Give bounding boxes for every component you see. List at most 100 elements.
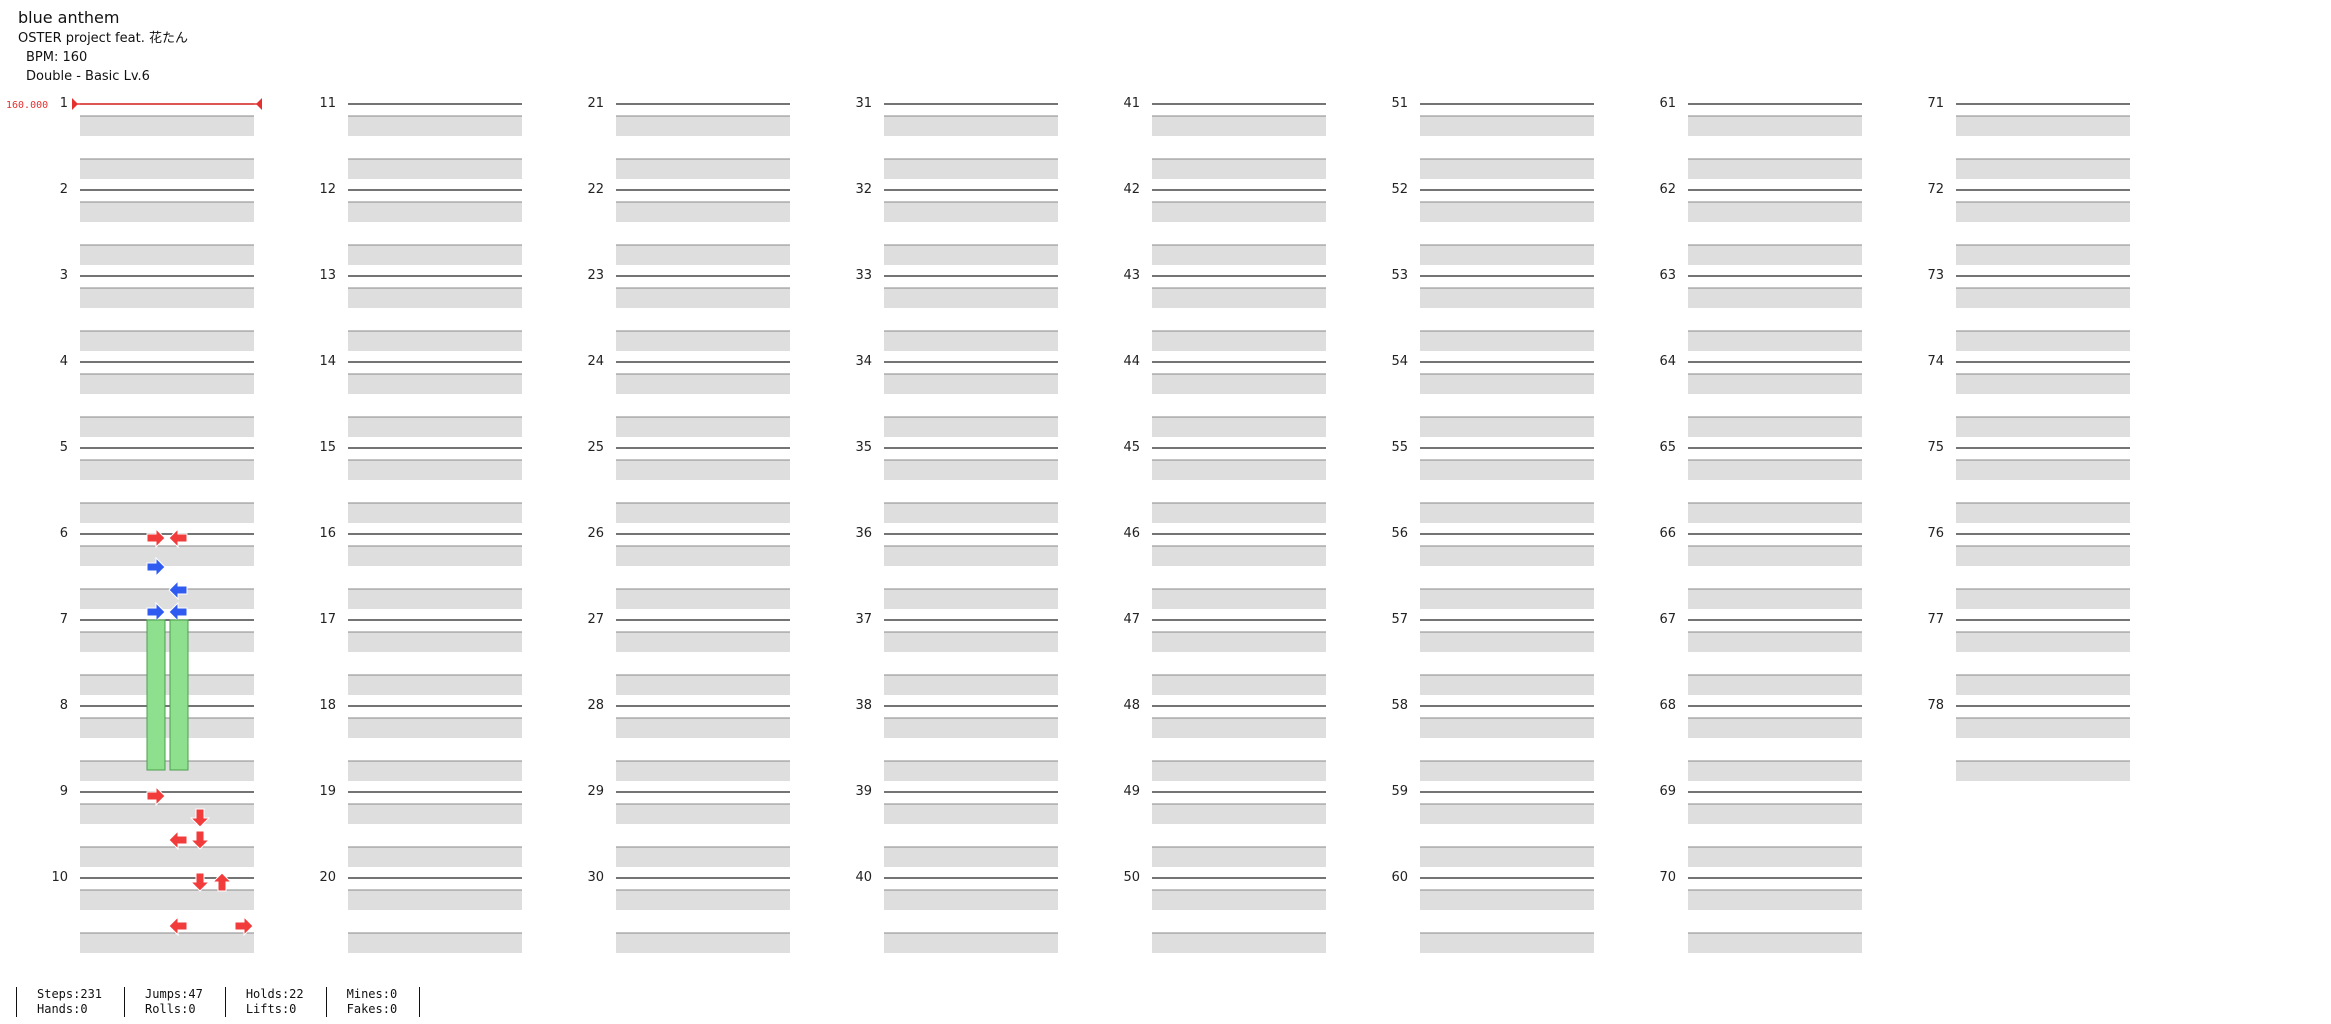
beat-band	[80, 675, 254, 695]
beat-band	[1956, 331, 2130, 351]
beat-band	[616, 589, 790, 609]
measure-number: 42	[1123, 182, 1140, 197]
beat-band	[80, 546, 254, 566]
beat-band	[80, 374, 254, 394]
measure-number: 63	[1659, 268, 1676, 283]
beat-band	[1688, 761, 1862, 781]
beat-band	[884, 675, 1058, 695]
tap-arrow-icon	[146, 785, 166, 807]
measure-number: 65	[1659, 440, 1676, 455]
beat-band	[80, 804, 254, 824]
measure-number: 51	[1391, 96, 1408, 111]
tap-arrow-icon	[189, 872, 211, 892]
beat-band	[1152, 202, 1326, 222]
measure-number: 37	[855, 612, 872, 627]
bpm-marker-label: 160.000	[6, 100, 48, 111]
measure-number: 66	[1659, 526, 1676, 541]
measure-number: 75	[1927, 440, 1944, 455]
beat-band	[1420, 933, 1594, 953]
beat-band	[348, 632, 522, 652]
beat-band	[616, 202, 790, 222]
measure-number: 11	[319, 96, 336, 111]
measure-number: 57	[1391, 612, 1408, 627]
beat-band	[1688, 202, 1862, 222]
beat-band	[1152, 847, 1326, 867]
beat-band	[884, 718, 1058, 738]
beat-band	[1152, 374, 1326, 394]
measure-number: 68	[1659, 698, 1676, 713]
measure-number: 71	[1927, 96, 1944, 111]
beat-band	[1956, 116, 2130, 136]
beat-band	[348, 159, 522, 179]
measure-number: 74	[1927, 354, 1944, 369]
beat-band	[1152, 890, 1326, 910]
beat-band	[1420, 804, 1594, 824]
tap-arrow-icon	[189, 808, 211, 828]
measure-number: 25	[587, 440, 604, 455]
beat-band	[616, 804, 790, 824]
measure-number: 39	[855, 784, 872, 799]
beat-band	[616, 116, 790, 136]
beat-band	[1956, 374, 2130, 394]
beat-band	[348, 933, 522, 953]
beat-band	[348, 718, 522, 738]
measure-number: 58	[1391, 698, 1408, 713]
beat-band	[1152, 417, 1326, 437]
beat-band	[1420, 890, 1594, 910]
beat-band	[1956, 503, 2130, 523]
stat-jumps: Jumps:47	[145, 987, 203, 1001]
tap-arrow-icon	[146, 556, 166, 578]
beat-band	[1152, 159, 1326, 179]
beat-band	[348, 374, 522, 394]
beat-band	[1688, 632, 1862, 652]
beat-band	[616, 546, 790, 566]
beat-band	[1956, 718, 2130, 738]
beat-band	[1420, 847, 1594, 867]
measure-number: 30	[587, 870, 604, 885]
beat-band	[616, 460, 790, 480]
measure-number: 43	[1123, 268, 1140, 283]
beat-band	[1956, 202, 2130, 222]
beat-band	[884, 632, 1058, 652]
beat-band	[1688, 417, 1862, 437]
beat-band	[80, 718, 254, 738]
beat-band	[1420, 417, 1594, 437]
measure-number: 47	[1123, 612, 1140, 627]
beat-band	[1420, 761, 1594, 781]
bpm-line-end-cap	[256, 98, 262, 110]
beat-band	[348, 890, 522, 910]
measure-number: 62	[1659, 182, 1676, 197]
beat-band	[348, 589, 522, 609]
beat-band	[616, 374, 790, 394]
beat-band	[1688, 546, 1862, 566]
beat-band	[1688, 890, 1862, 910]
beat-band	[616, 331, 790, 351]
song-header: blue anthem OSTER project feat. 花たん BPM:…	[18, 10, 188, 89]
beat-band	[1420, 503, 1594, 523]
beat-band	[616, 503, 790, 523]
beat-band	[1152, 933, 1326, 953]
measure-number: 19	[319, 784, 336, 799]
beat-band	[616, 933, 790, 953]
hold-body	[146, 619, 166, 771]
bpm-line-start-cap	[72, 98, 78, 110]
beat-band	[1420, 675, 1594, 695]
measure-number: 32	[855, 182, 872, 197]
measure-number: 26	[587, 526, 604, 541]
beat-band	[1420, 718, 1594, 738]
beat-band	[616, 890, 790, 910]
beat-band	[1956, 417, 2130, 437]
beat-band	[616, 417, 790, 437]
stat-steps: Steps:231	[37, 987, 103, 1001]
beat-band	[1956, 632, 2130, 652]
measure-number: 16	[319, 526, 336, 541]
measure-number: 50	[1123, 870, 1140, 885]
beat-band	[1956, 159, 2130, 179]
measure-number: 27	[587, 612, 604, 627]
beat-band	[1420, 288, 1594, 308]
measure-number: 3	[60, 268, 68, 283]
stat-lifts: Lifts:0	[245, 1002, 297, 1016]
beat-band	[616, 675, 790, 695]
measure-number: 55	[1391, 440, 1408, 455]
